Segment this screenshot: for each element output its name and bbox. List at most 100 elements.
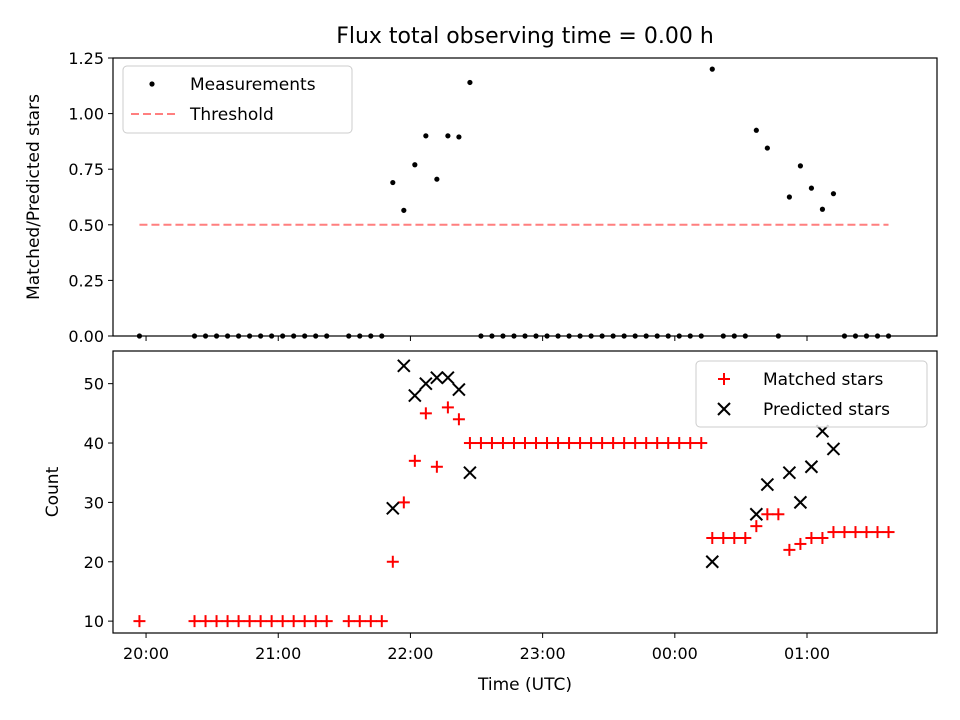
matched-stars-point bbox=[519, 437, 531, 450]
matched-stars-point bbox=[419, 407, 432, 420]
bottom-y-tick-label: 20 bbox=[84, 553, 104, 572]
matched-stars-point bbox=[452, 413, 465, 426]
x-tick-label: 00:00 bbox=[652, 644, 698, 663]
measurement-point bbox=[456, 134, 462, 140]
matched-stars-point bbox=[728, 532, 741, 545]
matched-stars-point bbox=[871, 526, 884, 539]
top-y-tick-label: 1.00 bbox=[68, 105, 104, 124]
top-axes-frame bbox=[112, 57, 938, 337]
legend-matched-label: Matched stars bbox=[763, 370, 883, 390]
measurement-point bbox=[830, 191, 837, 197]
predicted-stars-point bbox=[705, 555, 719, 569]
matched-stars-point bbox=[541, 437, 554, 450]
bottom-y-axis-label: Count bbox=[43, 466, 63, 517]
measurement-point bbox=[423, 133, 429, 139]
matched-stars-point bbox=[618, 437, 631, 450]
bottom-plot-area bbox=[133, 359, 895, 628]
matched-stars-point bbox=[882, 526, 895, 539]
matched-stars-point bbox=[706, 532, 719, 545]
bottom-y-tick-label: 50 bbox=[84, 375, 104, 394]
bottom-legend: Matched stars Predicted stars bbox=[695, 360, 928, 428]
matched-stars-point bbox=[342, 615, 355, 628]
measurement-point bbox=[401, 207, 407, 213]
matched-stars-point bbox=[651, 437, 664, 450]
matched-stars-point bbox=[772, 508, 785, 521]
matched-stars-point bbox=[849, 526, 862, 539]
matched-stars-point bbox=[783, 543, 796, 556]
measurement-point bbox=[445, 133, 451, 139]
matched-stars-point bbox=[662, 437, 675, 450]
matched-stars-point bbox=[232, 615, 245, 628]
measurement-point bbox=[390, 179, 396, 186]
predicted-stars-point bbox=[793, 495, 808, 510]
matched-stars-point bbox=[574, 437, 587, 450]
top-panel: 0.00 0.25 0.50 0.75 1.00 1.25 Matched/Predict… bbox=[24, 49, 938, 346]
matched-stars-point bbox=[441, 401, 454, 414]
x-axis-label: Time (UTC) bbox=[477, 675, 572, 695]
matched-stars-point bbox=[276, 615, 289, 628]
top-y-tick-label: 0.75 bbox=[68, 160, 104, 179]
measurement-point bbox=[753, 127, 759, 133]
predicted-stars-point bbox=[804, 460, 819, 474]
matched-stars-point bbox=[607, 437, 620, 450]
measurement-point bbox=[797, 163, 804, 169]
matched-stars-point bbox=[386, 555, 399, 568]
matched-stars-point bbox=[507, 437, 520, 450]
legend-measurements-marker bbox=[149, 81, 155, 87]
x-tick-label: 23:00 bbox=[520, 644, 566, 663]
matched-stars-point bbox=[265, 615, 278, 628]
matched-stars-point bbox=[496, 437, 509, 450]
measurement-point bbox=[764, 145, 770, 151]
matched-stars-point bbox=[309, 615, 322, 628]
matched-stars-point bbox=[827, 526, 840, 539]
bottom-panel: 10 20 30 40 50 20:00 21:00 22:00 23:00 00:00 01:0… bbox=[43, 350, 938, 695]
predicted-stars-point bbox=[452, 382, 466, 397]
top-plot-area bbox=[136, 66, 892, 339]
matched-stars-point bbox=[552, 437, 565, 450]
matched-stars-point bbox=[463, 437, 476, 450]
top-y-tick-label: 1.25 bbox=[68, 49, 104, 68]
matched-stars-point bbox=[408, 454, 421, 467]
measurement-point bbox=[434, 176, 440, 182]
predicted-stars-point bbox=[408, 388, 422, 403]
matched-stars-point bbox=[287, 615, 300, 628]
predicted-stars-point bbox=[782, 465, 797, 480]
matched-stars-point bbox=[320, 615, 333, 628]
measurement-point bbox=[709, 66, 715, 72]
matched-stars-point bbox=[210, 615, 223, 628]
bottom-y-tick-label: 30 bbox=[84, 493, 104, 512]
top-y-tick-label: 0.00 bbox=[68, 327, 104, 346]
matched-stars-point bbox=[199, 615, 212, 628]
predicted-stars-point bbox=[463, 465, 477, 480]
predicted-stars-point bbox=[760, 477, 775, 492]
top-y-axis-label: Matched/Predicted stars bbox=[24, 94, 44, 300]
predicted-stars-point bbox=[826, 442, 841, 456]
matched-stars-point bbox=[739, 532, 752, 545]
matched-stars-point bbox=[816, 532, 829, 545]
matched-stars-point bbox=[133, 615, 146, 628]
matched-stars-point bbox=[860, 526, 873, 539]
matched-stars-point bbox=[717, 532, 730, 545]
matched-stars-point bbox=[364, 615, 377, 628]
top-y-tick-label: 0.25 bbox=[68, 271, 104, 290]
matched-stars-point bbox=[221, 615, 234, 628]
matched-stars-point bbox=[530, 437, 543, 450]
predicted-stars-point bbox=[749, 507, 764, 521]
top-y-tick-label: 0.50 bbox=[68, 216, 104, 235]
x-tick-label: 21:00 bbox=[255, 644, 301, 663]
x-tick-label: 20:00 bbox=[123, 644, 169, 663]
measurement-point bbox=[786, 194, 792, 200]
matched-stars-point bbox=[397, 496, 410, 509]
predicted-stars-point bbox=[419, 376, 433, 391]
matched-stars-point bbox=[695, 437, 708, 450]
matched-stars-point bbox=[485, 437, 498, 450]
matched-stars-point bbox=[838, 526, 851, 539]
legend-threshold-label: Threshold bbox=[189, 105, 274, 125]
legend-predicted-marker bbox=[717, 402, 731, 416]
matched-stars-point bbox=[254, 615, 267, 628]
matched-stars-point bbox=[563, 437, 576, 450]
chart-title: Flux total observing time = 0.00 h bbox=[336, 24, 714, 49]
matched-stars-point bbox=[298, 615, 311, 628]
predicted-stars-point bbox=[397, 359, 411, 373]
